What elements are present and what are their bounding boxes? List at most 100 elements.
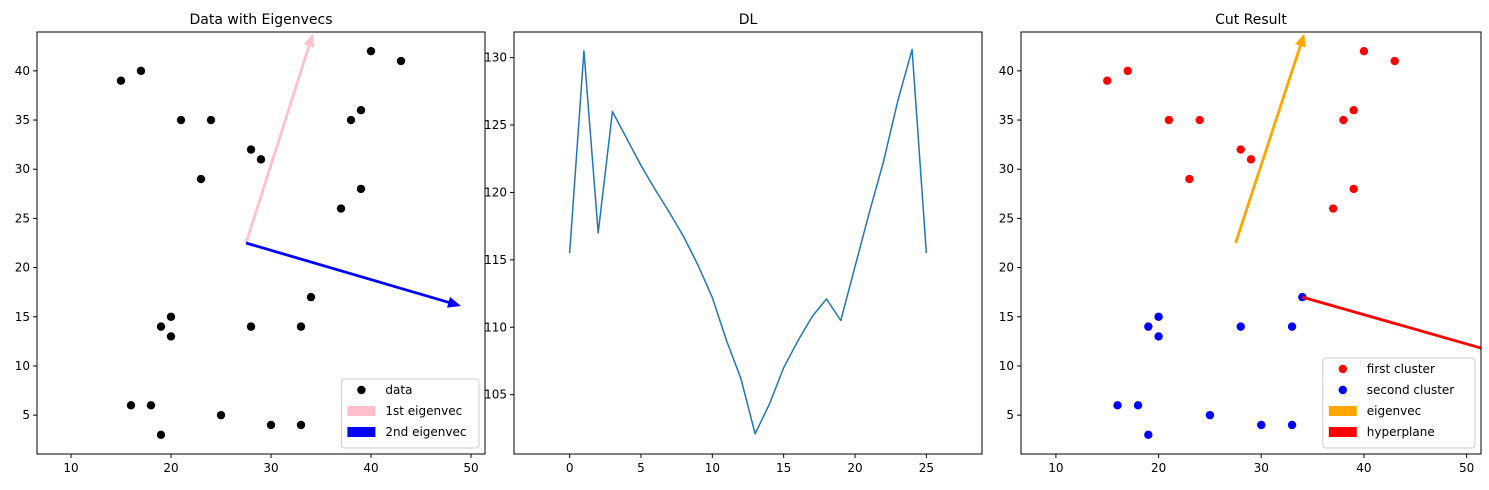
- x-tick-label: 50: [463, 461, 478, 475]
- legend-label: 2nd eigenvec: [385, 425, 466, 439]
- y-tick-label: 30: [999, 162, 1014, 176]
- legend-box: [1322, 357, 1476, 449]
- y-tick-label: 110: [484, 320, 507, 334]
- x-tick-label: 20: [163, 461, 178, 475]
- legend-patch: [347, 406, 376, 416]
- y-tick-label: 15: [15, 310, 30, 324]
- legend-patch: [1328, 406, 1357, 416]
- legend: first cluster second cluster eigenvec hyper…: [1322, 357, 1476, 449]
- y-tick-label: 20: [999, 261, 1014, 275]
- y-tick-label: 20: [15, 261, 30, 275]
- data-point: [1164, 115, 1174, 125]
- x-tick-label: 25: [919, 461, 934, 475]
- data-point: [1144, 430, 1153, 440]
- y-tick-label: 30: [15, 162, 30, 176]
- legend-marker: [1338, 385, 1348, 395]
- data-point: [1144, 322, 1153, 331]
- data-point: [1154, 312, 1163, 321]
- data-point: [1298, 292, 1307, 302]
- data-point: [1359, 46, 1369, 56]
- y-tick-label: 35: [15, 113, 30, 127]
- data-point: [1154, 332, 1163, 341]
- data-point: [1236, 145, 1245, 154]
- y-tick-label: 120: [484, 185, 507, 199]
- data-point: [246, 322, 256, 331]
- y-tick-label: 5: [22, 408, 30, 422]
- data-point: [366, 46, 376, 56]
- legend-patch: [1328, 427, 1357, 437]
- chart-title: DL: [739, 12, 758, 28]
- legend-label: data: [385, 383, 412, 397]
- data-point: [126, 401, 136, 410]
- data-point: [296, 420, 306, 430]
- data-point: [1113, 401, 1122, 410]
- y-tick-label: 5: [1006, 408, 1014, 422]
- data-point: [266, 420, 276, 430]
- y-tick-label: 10: [15, 359, 30, 373]
- legend-patch: [347, 427, 376, 437]
- legend-label: first cluster: [1367, 362, 1435, 376]
- data-point: [136, 66, 146, 76]
- data-point: [1236, 322, 1245, 331]
- data-point: [1195, 115, 1204, 125]
- y-tick-label: 15: [999, 310, 1014, 324]
- x-tick-label: 0: [566, 461, 574, 475]
- legend-label: 1st eigenvec: [385, 404, 462, 418]
- data-point: [206, 115, 216, 125]
- data-point: [166, 312, 176, 321]
- x-tick-label: 30: [263, 461, 278, 475]
- y-tick-label: 10: [999, 359, 1014, 373]
- x-tick-label: 10: [705, 461, 720, 475]
- legend-label: eigenvec: [1367, 404, 1421, 418]
- x-tick-label: 40: [1356, 461, 1371, 475]
- data-point: [116, 76, 126, 85]
- series-line: [568, 48, 928, 435]
- chart-title: Cut Result: [1215, 12, 1287, 28]
- arrow-1st-eigenvec: [244, 33, 315, 244]
- data-point: [156, 322, 166, 331]
- data-point: [1185, 174, 1194, 184]
- data-point: [246, 145, 256, 154]
- legend-box: [340, 378, 480, 449]
- data-point: [1246, 155, 1256, 164]
- data-point: [1205, 410, 1215, 420]
- arrow-hyperplane: [1301, 295, 1481, 350]
- y-tick-label: 130: [484, 51, 507, 65]
- plot-area: [116, 33, 461, 440]
- chart-title: Data with Eigenvecs: [189, 12, 332, 28]
- plot-area: [568, 48, 928, 435]
- data-point: [296, 322, 306, 331]
- data-point: [1349, 184, 1358, 194]
- data-point: [176, 115, 186, 125]
- data-point: [306, 292, 316, 302]
- data-point: [346, 115, 356, 125]
- x-tick-label: 30: [1254, 461, 1269, 475]
- plot-area: [1103, 33, 1481, 440]
- y-tick-label: 35: [999, 113, 1014, 127]
- legend-label: hyperplane: [1367, 425, 1435, 439]
- x-tick-label: 10: [63, 461, 78, 475]
- y-tick-label: 105: [484, 388, 507, 402]
- data-point: [156, 430, 166, 440]
- data-point: [166, 332, 176, 341]
- data-point: [216, 410, 226, 420]
- data-point: [196, 174, 206, 184]
- data-point: [356, 184, 366, 194]
- data-point: [1257, 420, 1266, 430]
- axes-frame: [36, 31, 486, 455]
- arrow-eigenvec: [1234, 33, 1306, 244]
- y-tick-label: 25: [15, 211, 30, 225]
- x-tick-label: 40: [363, 461, 378, 475]
- y-tick-label: 25: [999, 211, 1014, 225]
- data-point: [356, 106, 366, 115]
- x-tick-label: 20: [847, 461, 862, 475]
- data-point: [1349, 106, 1358, 115]
- legend-label: second cluster: [1367, 383, 1454, 397]
- axes-frame: [513, 31, 983, 455]
- data-point: [1339, 115, 1348, 125]
- legend: data 1st eigenvec 2nd eigenvec: [340, 378, 480, 449]
- data-point: [1123, 66, 1132, 76]
- data-point: [1390, 56, 1399, 66]
- arrow-2nd-eigenvec: [245, 241, 461, 308]
